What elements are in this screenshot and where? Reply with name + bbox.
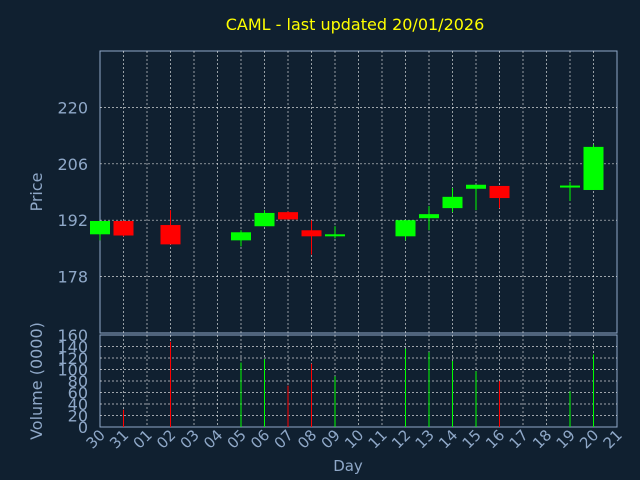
x-tick-label: 02: [153, 426, 179, 452]
x-tick-label: 19: [553, 426, 579, 452]
x-tick-label: 16: [482, 426, 508, 452]
volume-tick-label: 100: [57, 361, 88, 380]
candle-body: [160, 225, 181, 245]
x-axis-label: Day: [333, 457, 363, 475]
x-tick-label: 03: [177, 426, 203, 452]
candle-body: [466, 184, 486, 189]
volume-tick-label: 40: [68, 395, 88, 414]
x-tick-label: 06: [247, 426, 273, 452]
volume-tick-label: 20: [68, 407, 88, 426]
x-tick-label: 10: [341, 426, 367, 452]
candles: [90, 144, 604, 255]
candle-body: [442, 196, 463, 209]
x-tick-label: 09: [318, 426, 344, 452]
price-tick-label: 178: [57, 268, 88, 287]
price-axis-label: Price: [27, 172, 46, 211]
volume-tick-label: 120: [57, 349, 88, 368]
x-ticks: 3031010203040506070809101112131415161718…: [83, 426, 626, 452]
chart-title: CAML - last updated 20/01/2026: [226, 15, 485, 34]
candle-body: [419, 214, 439, 219]
candle-body: [325, 234, 345, 237]
candle-body: [278, 212, 298, 220]
x-tick-label: 15: [459, 426, 485, 452]
x-tick-label: 21: [600, 426, 626, 452]
candle-body: [489, 185, 510, 199]
x-tick-label: 04: [200, 426, 226, 452]
volume-axis-label: Volume (0000): [27, 322, 46, 440]
x-tick-label: 20: [576, 426, 602, 452]
price-tick-label: 192: [57, 211, 88, 230]
volume-tick-label: 160: [57, 326, 88, 345]
x-tick-label: 08: [294, 426, 320, 452]
x-tick-label: 17: [506, 426, 532, 452]
x-tick-label: 07: [271, 426, 297, 452]
price-tick-label: 220: [57, 98, 88, 117]
volume-tick-label: 0: [78, 418, 88, 437]
volume-tick-label: 60: [68, 384, 88, 403]
x-tick-label: 05: [224, 426, 250, 452]
x-tick-label: 11: [365, 426, 391, 452]
volume-tick-label: 80: [68, 372, 88, 391]
volume-grid: [100, 335, 617, 427]
price-grid: [100, 51, 617, 333]
x-tick-label: 18: [529, 426, 555, 452]
x-tick-label: 13: [412, 426, 438, 452]
price-y-ticks: 178 192 206 220: [57, 98, 88, 286]
price-tick-label: 206: [57, 155, 88, 174]
volume-tick-label: 140: [57, 338, 88, 357]
x-tick-label: 14: [435, 426, 461, 452]
candle-body: [90, 221, 110, 235]
x-tick-label: 01: [130, 426, 156, 452]
candle-body: [231, 232, 251, 241]
candle-body: [113, 221, 134, 236]
x-tick-label: 31: [106, 426, 132, 452]
x-tick-label: 12: [388, 426, 414, 452]
volume-bars: [123, 341, 594, 427]
candle-body: [254, 212, 275, 227]
candle-body: [560, 185, 580, 188]
candle-body: [583, 146, 604, 190]
candle-body: [301, 230, 322, 237]
candle-body: [395, 220, 416, 237]
